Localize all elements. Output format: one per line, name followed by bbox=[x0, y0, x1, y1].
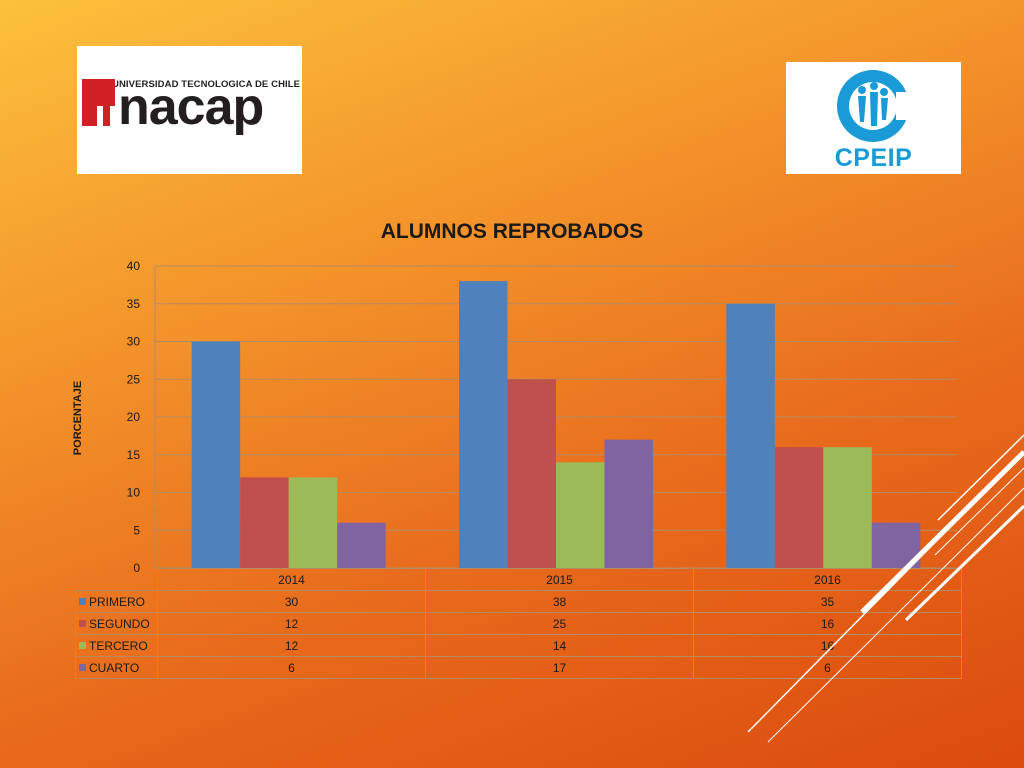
y-tick-label: 40 bbox=[127, 259, 141, 273]
series-label: PRIMERO bbox=[89, 594, 146, 609]
data-label: 6 bbox=[693, 656, 962, 679]
bar-primero-2014 bbox=[191, 341, 241, 568]
data-label: 12 bbox=[157, 612, 426, 635]
data-label: 16 bbox=[693, 634, 962, 657]
y-tick-label: 10 bbox=[127, 486, 141, 500]
bar-tercero-2015 bbox=[556, 462, 605, 568]
bar-primero-2016 bbox=[726, 303, 775, 568]
bar-cuarto-2016 bbox=[871, 522, 921, 568]
inacap-logo: UNIVERSIDAD TECNOLOGICA DE CHILE nacap bbox=[77, 46, 302, 174]
data-label: 12 bbox=[157, 634, 426, 657]
inacap-tagline: UNIVERSIDAD TECNOLOGICA DE CHILE bbox=[112, 79, 301, 90]
table-row: CUARTO 6 17 6 bbox=[75, 656, 962, 679]
cpeip-emblem-icon bbox=[837, 70, 926, 142]
series-label-cell: TERCERO bbox=[75, 634, 158, 657]
data-label: 16 bbox=[693, 612, 962, 635]
category-header: 2016 bbox=[693, 568, 962, 591]
y-tick-label: 0 bbox=[133, 561, 140, 575]
data-label: 30 bbox=[157, 590, 426, 613]
legend-swatch bbox=[79, 619, 86, 627]
y-tick-label: 25 bbox=[127, 372, 141, 386]
data-label: 38 bbox=[425, 590, 694, 613]
bar-tercero-2016 bbox=[823, 447, 872, 568]
chart-data-table: 2014 2015 2016 PRIMERO 30 38 35 SEGUNDO 12 25 16 TE… bbox=[75, 568, 962, 679]
data-label: 17 bbox=[425, 656, 694, 679]
series-label: CUARTO bbox=[89, 660, 140, 675]
bar-segundo-2015 bbox=[507, 379, 556, 568]
chart-title: ALUMNOS REPROBADOS bbox=[380, 220, 644, 243]
table-row: TERCERO 12 14 16 bbox=[75, 634, 962, 657]
data-label: 25 bbox=[425, 612, 694, 635]
category-header: 2014 bbox=[157, 568, 426, 591]
series-label-cell: CUARTO bbox=[75, 656, 158, 679]
y-tick-label: 35 bbox=[127, 297, 141, 311]
table-corner bbox=[75, 568, 158, 591]
series-label-cell: PRIMERO bbox=[75, 590, 158, 613]
bar-cuarto-2014 bbox=[337, 522, 386, 568]
cpeip-wordmark: CPEIP bbox=[834, 144, 913, 172]
legend-swatch bbox=[79, 597, 86, 605]
y-tick-label: 15 bbox=[127, 448, 141, 462]
table-row: PRIMERO 30 38 35 bbox=[75, 590, 962, 613]
category-header: 2015 bbox=[425, 568, 694, 591]
data-label: 14 bbox=[425, 634, 694, 657]
y-tick-label: 5 bbox=[133, 523, 140, 537]
table-row: SEGUNDO 12 25 16 bbox=[75, 612, 962, 635]
bar-tercero-2014 bbox=[288, 477, 338, 568]
cpeip-logo: CPEIP bbox=[786, 62, 961, 174]
legend-swatch bbox=[79, 663, 86, 671]
y-tick-label: 20 bbox=[127, 410, 141, 424]
bar-segundo-2014 bbox=[240, 477, 289, 568]
y-tick-label: 30 bbox=[127, 335, 141, 349]
data-label: 6 bbox=[157, 656, 426, 679]
inacap-wordmark: nacap bbox=[118, 78, 264, 136]
series-label: SEGUNDO bbox=[89, 616, 150, 631]
series-label: TERCERO bbox=[89, 638, 148, 653]
bar-segundo-2016 bbox=[774, 447, 824, 568]
table-header-row: 2014 2015 2016 bbox=[75, 568, 962, 591]
legend-swatch bbox=[79, 641, 86, 649]
series-label-cell: SEGUNDO bbox=[75, 612, 158, 635]
data-label: 35 bbox=[693, 590, 962, 613]
bar-primero-2015 bbox=[459, 281, 508, 568]
bar-cuarto-2015 bbox=[604, 439, 653, 568]
